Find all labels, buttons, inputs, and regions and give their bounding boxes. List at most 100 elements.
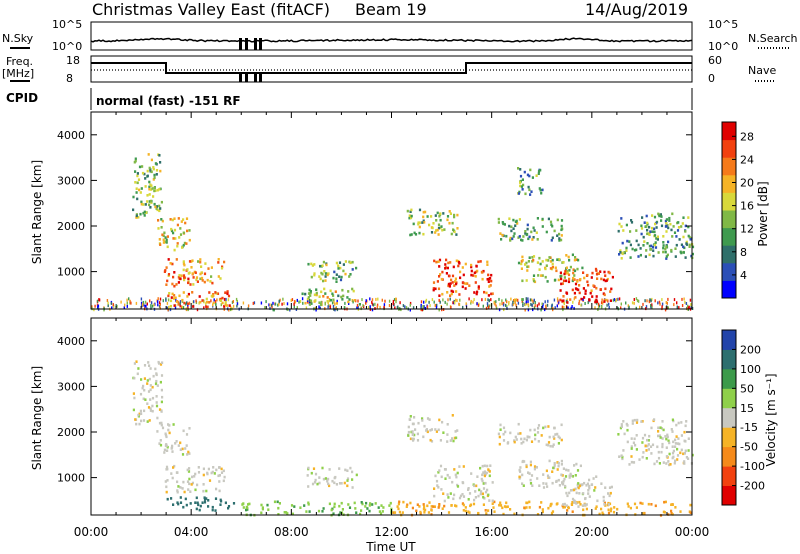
power-cell (441, 292, 444, 296)
velocity-cell (156, 384, 159, 387)
velocity-cell (545, 469, 548, 473)
power-cell (441, 270, 444, 274)
power-cell (161, 219, 164, 223)
velocity-cell (558, 484, 561, 487)
power-cell (190, 266, 193, 269)
power-cell (566, 298, 568, 302)
power-cell (623, 251, 626, 254)
velocity-cell (194, 488, 197, 492)
power-cell (563, 276, 566, 279)
power-cell (450, 232, 453, 236)
power-cell (573, 291, 576, 295)
velocity-cell (146, 420, 149, 423)
power-cell (645, 305, 648, 309)
velocity-cell (187, 488, 190, 491)
power-cell (556, 258, 559, 261)
power-cell (562, 308, 564, 312)
power-cell (290, 298, 292, 302)
velocity-cell (165, 435, 168, 439)
velocity-cell (454, 473, 457, 477)
power-cell (645, 249, 648, 252)
power-cell (560, 228, 563, 232)
power-cell (172, 231, 175, 235)
velocity-cell (625, 422, 628, 426)
power-cell (362, 304, 364, 308)
velocity-cell (531, 484, 534, 487)
power-cell (597, 272, 600, 275)
power-cell (149, 169, 152, 173)
power-cell (520, 262, 523, 266)
power-cell (164, 236, 167, 239)
velocity-cell (215, 468, 218, 472)
power-cell (278, 299, 280, 303)
velocity-cell (305, 510, 308, 513)
power-cell (497, 221, 500, 224)
velocity-cell (557, 464, 560, 468)
velocity-cell (437, 428, 440, 432)
velocity-cell (344, 468, 347, 472)
power-cell (184, 221, 187, 225)
power-cell (689, 298, 692, 302)
power-cell (299, 300, 302, 303)
velocity-cell (202, 483, 205, 486)
power-cell (334, 290, 337, 293)
velocity-cell (360, 501, 363, 504)
velocity-cell (547, 441, 551, 444)
velocity-cell (414, 428, 417, 431)
power-cell (558, 237, 561, 240)
velocity-cell (398, 510, 401, 514)
power-cell (473, 271, 476, 275)
power-cell (560, 234, 563, 237)
power-cell (494, 302, 496, 306)
velocity-cell (223, 475, 226, 479)
power-cell (148, 185, 151, 189)
power-cell (646, 221, 649, 225)
power-cell (649, 248, 652, 251)
velocity-cell (164, 480, 167, 483)
power-cell (418, 221, 421, 224)
velocity-cell (685, 420, 688, 423)
power-cell (379, 305, 381, 309)
nave-tick-top: 60 (708, 54, 722, 67)
power-cell (451, 290, 455, 293)
power-cell (430, 231, 434, 234)
power-cell (272, 308, 274, 312)
colorbar-swatch (722, 139, 736, 158)
velocity-cell (537, 440, 540, 443)
velocity-cell (476, 475, 479, 478)
velocity-cell (635, 448, 638, 451)
power-cell (549, 260, 553, 263)
power-cell (308, 288, 311, 292)
velocity-cell (143, 377, 146, 380)
velocity-cell (668, 452, 671, 456)
colorbar-swatch (722, 388, 736, 409)
power-cell (688, 245, 691, 248)
velocity-cell (310, 471, 313, 475)
power-cell (653, 234, 657, 237)
power-cell (199, 272, 202, 276)
velocity-cell (657, 434, 660, 438)
power-cell (622, 229, 625, 232)
velocity-cell (549, 503, 552, 506)
velocity-cell (607, 511, 611, 515)
power-cell (691, 245, 695, 249)
velocity-cell (217, 474, 220, 478)
power-cell (549, 267, 552, 270)
power-cell (298, 300, 300, 304)
velocity-cell (485, 471, 488, 475)
power-cell (639, 253, 642, 257)
power-cell (556, 234, 559, 237)
power-cell (662, 250, 665, 254)
colorbar-frame (721, 329, 737, 506)
velocity-cell (526, 435, 529, 439)
power-cell (335, 280, 338, 283)
power-cell (191, 272, 194, 275)
velocity-cell (160, 421, 163, 425)
velocity-cell (369, 502, 372, 505)
power-cell (179, 304, 181, 308)
power-cell (126, 301, 128, 305)
power-cell (134, 159, 137, 163)
velocity-cell (227, 506, 230, 510)
velocity-cell (306, 474, 309, 477)
velocity-cell (446, 493, 449, 496)
